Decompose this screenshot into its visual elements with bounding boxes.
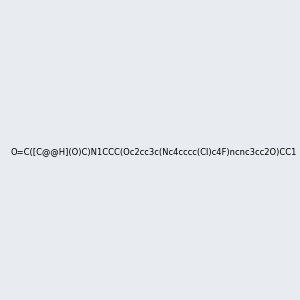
Text: O=C([C@@H](O)C)N1CCC(Oc2cc3c(Nc4cccc(Cl)c4F)ncnc3cc2O)CC1: O=C([C@@H](O)C)N1CCC(Oc2cc3c(Nc4cccc(Cl)… [11,147,297,156]
